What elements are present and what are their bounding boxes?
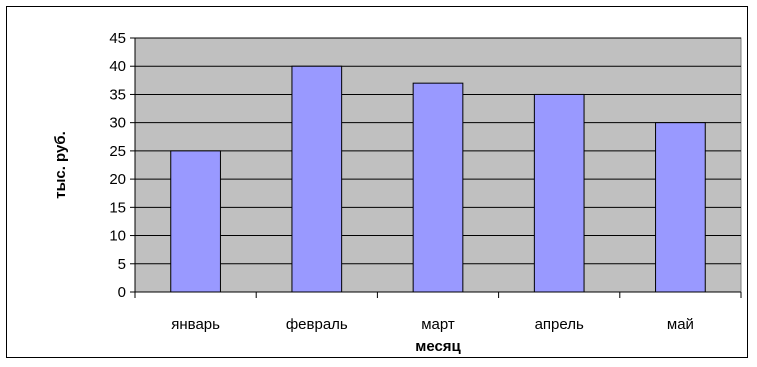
bar-5 bbox=[655, 122, 706, 293]
y-tick-label: 30 bbox=[109, 115, 126, 132]
bars bbox=[170, 65, 706, 293]
y-tick-label: 0 bbox=[118, 284, 126, 301]
y-tick-label: 25 bbox=[109, 143, 126, 160]
bar-4 bbox=[533, 93, 585, 293]
y-tick-label: 40 bbox=[109, 58, 126, 75]
y-tick-label: 10 bbox=[109, 228, 126, 245]
bar-chart: 0 5 10 15 20 25 30 35 40 45 январь февраль март апре… bbox=[52, 30, 742, 355]
axes bbox=[134, 38, 741, 293]
y-tick-label: 5 bbox=[118, 256, 126, 273]
y-tick-labels: 0 5 10 15 20 25 30 35 40 45 bbox=[109, 30, 135, 301]
y-axis-title: тыс. руб. bbox=[52, 131, 69, 199]
y-tick-label: 35 bbox=[109, 86, 126, 103]
bar-3 bbox=[412, 82, 464, 293]
x-tick-label: март bbox=[421, 316, 455, 333]
x-axis-title: месяц bbox=[415, 338, 461, 355]
y-tick-label: 45 bbox=[109, 30, 126, 47]
y-tick-label: 20 bbox=[109, 171, 126, 188]
x-tick-label: апрель bbox=[535, 316, 584, 333]
bar-2 bbox=[291, 65, 343, 293]
y-tick-label: 15 bbox=[109, 199, 126, 216]
bar-1 bbox=[170, 150, 221, 293]
chart-frame: 0 5 10 15 20 25 30 35 40 45 январь февраль март апре… bbox=[6, 6, 748, 358]
x-tick-label: май bbox=[667, 316, 694, 333]
x-tick-label: февраль bbox=[286, 316, 348, 333]
x-tick-labels: январь февраль март апрель май bbox=[134, 292, 742, 333]
x-tick-label: январь bbox=[171, 316, 220, 333]
